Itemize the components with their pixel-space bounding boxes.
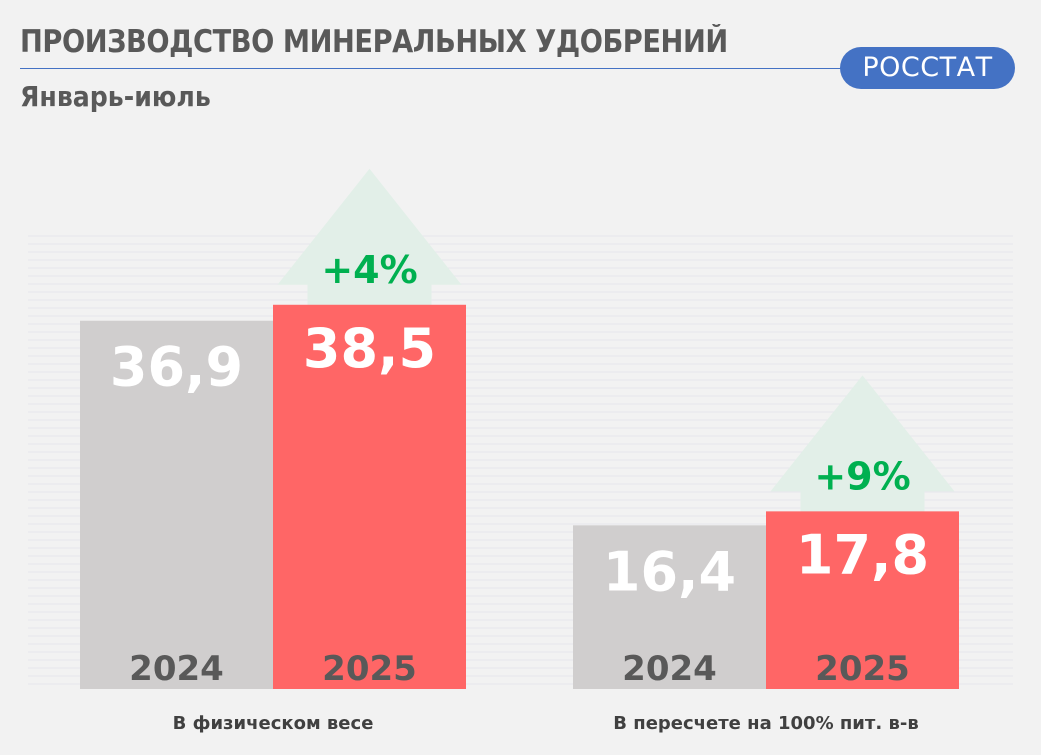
data-label: 17,8 — [796, 523, 929, 586]
data-label: 38,5 — [303, 317, 436, 380]
data-label: 16,4 — [603, 540, 736, 603]
series-label: 2024 — [622, 649, 717, 689]
series-label: 2025 — [815, 649, 910, 689]
category-label: В пересчете на 100% пит. в-в — [613, 713, 918, 734]
source-badge: РОССТАТ — [840, 47, 1015, 89]
bar — [766, 511, 959, 689]
growth-arrow-icon — [770, 375, 955, 514]
page-title: ПРОИЗВОДСТВО МИНЕРАЛЬНЫХ УДОБРЕНИЙ — [20, 24, 728, 60]
series-label: 2024 — [129, 649, 224, 689]
series-label: 2025 — [322, 649, 417, 689]
category-label: В физическом весе — [173, 713, 374, 734]
growth-arrow-icon — [277, 168, 462, 307]
bar — [573, 525, 766, 689]
title-divider — [20, 68, 860, 69]
growth-label: +9% — [814, 454, 910, 498]
page-subtitle: Январь-июль — [20, 80, 211, 113]
growth-label: +4% — [321, 248, 417, 292]
bar — [273, 304, 466, 689]
data-label: 36,9 — [110, 336, 243, 399]
bar — [80, 320, 273, 689]
